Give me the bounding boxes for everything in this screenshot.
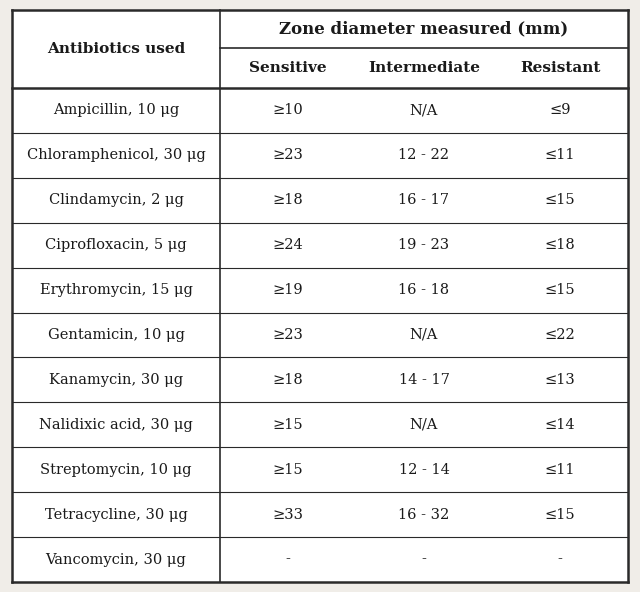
Text: -: -: [422, 552, 426, 567]
Text: Chloramphenicol, 30 μg: Chloramphenicol, 30 μg: [27, 149, 205, 162]
Text: N/A: N/A: [410, 328, 438, 342]
Text: Intermediate: Intermediate: [368, 61, 480, 75]
Text: 16 - 32: 16 - 32: [398, 507, 450, 522]
Text: ≤11: ≤11: [545, 463, 575, 477]
Text: ≥23: ≥23: [273, 149, 303, 162]
Text: Erythromycin, 15 μg: Erythromycin, 15 μg: [40, 283, 193, 297]
Text: 16 - 17: 16 - 17: [399, 193, 449, 207]
Text: Gentamicin, 10 μg: Gentamicin, 10 μg: [47, 328, 184, 342]
Text: ≤9: ≤9: [549, 104, 571, 117]
Text: N/A: N/A: [410, 418, 438, 432]
Text: Vancomycin, 30 μg: Vancomycin, 30 μg: [45, 552, 186, 567]
Text: ≤22: ≤22: [545, 328, 575, 342]
Text: ≥10: ≥10: [273, 104, 303, 117]
Text: 19 - 23: 19 - 23: [399, 238, 449, 252]
Text: -: -: [285, 552, 291, 567]
Text: Antibiotics used: Antibiotics used: [47, 42, 185, 56]
Text: ≤15: ≤15: [545, 507, 575, 522]
Text: ≥19: ≥19: [273, 283, 303, 297]
Text: Ampicillin, 10 μg: Ampicillin, 10 μg: [53, 104, 179, 117]
Text: Nalidixic acid, 30 μg: Nalidixic acid, 30 μg: [39, 418, 193, 432]
Text: Resistant: Resistant: [520, 61, 600, 75]
Text: Ciprofloxacin, 5 μg: Ciprofloxacin, 5 μg: [45, 238, 187, 252]
Text: ≤18: ≤18: [545, 238, 575, 252]
Text: ≥24: ≥24: [273, 238, 303, 252]
Text: ≥15: ≥15: [273, 463, 303, 477]
Text: 16 - 18: 16 - 18: [399, 283, 449, 297]
Text: ≥23: ≥23: [273, 328, 303, 342]
Text: ≤13: ≤13: [545, 373, 575, 387]
Text: ≥33: ≥33: [273, 507, 303, 522]
Text: 14 - 17: 14 - 17: [399, 373, 449, 387]
Text: 12 - 22: 12 - 22: [399, 149, 449, 162]
Text: Zone diameter measured (mm): Zone diameter measured (mm): [280, 21, 568, 37]
Text: -: -: [557, 552, 563, 567]
Text: N/A: N/A: [410, 104, 438, 117]
Text: 12 - 14: 12 - 14: [399, 463, 449, 477]
Text: Kanamycin, 30 μg: Kanamycin, 30 μg: [49, 373, 183, 387]
Text: ≤14: ≤14: [545, 418, 575, 432]
Text: Tetracycline, 30 μg: Tetracycline, 30 μg: [45, 507, 188, 522]
Text: ≤15: ≤15: [545, 283, 575, 297]
Text: ≤11: ≤11: [545, 149, 575, 162]
Text: Clindamycin, 2 μg: Clindamycin, 2 μg: [49, 193, 184, 207]
Text: Streptomycin, 10 μg: Streptomycin, 10 μg: [40, 463, 192, 477]
Text: ≥15: ≥15: [273, 418, 303, 432]
Text: ≥18: ≥18: [273, 373, 303, 387]
Text: Sensitive: Sensitive: [249, 61, 327, 75]
Text: ≤15: ≤15: [545, 193, 575, 207]
Text: ≥18: ≥18: [273, 193, 303, 207]
